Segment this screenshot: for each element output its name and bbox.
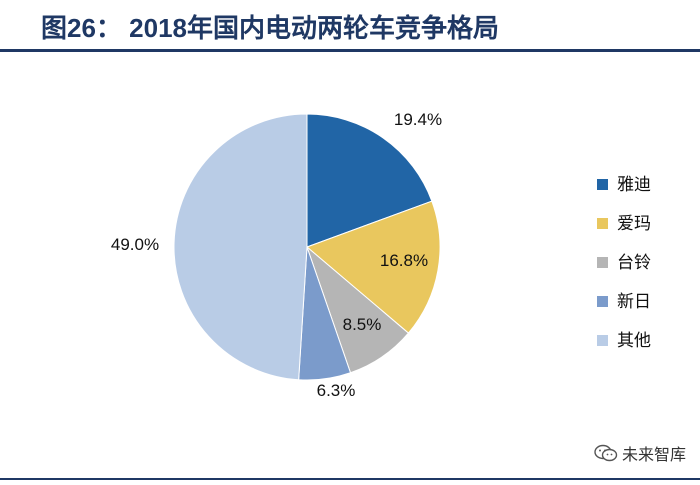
bottom-divider bbox=[0, 478, 700, 480]
legend-swatch-2 bbox=[597, 218, 608, 229]
legend-label-1: 雅迪 bbox=[617, 175, 651, 195]
data-label-1: 19.4% bbox=[394, 110, 442, 129]
data-label-3: 8.5% bbox=[343, 315, 382, 334]
pie-labels: 19.4% 16.8% 8.5% 6.3% 49.0% bbox=[111, 110, 442, 400]
pie-slice-2 bbox=[306, 200, 441, 334]
legend-swatch-4 bbox=[597, 296, 608, 307]
pie-slice-5 bbox=[173, 113, 308, 381]
pie-slices bbox=[173, 113, 441, 381]
legend-label-5: 其他 bbox=[617, 331, 651, 351]
legend-swatch-3 bbox=[597, 257, 608, 268]
legend-label-3: 台铃 bbox=[617, 253, 651, 273]
title-bar: 图26： 2018年国内电动两轮车竞争格局 bbox=[0, 0, 700, 52]
watermark-text: 未来智库 bbox=[621, 447, 686, 464]
pie-slice-1 bbox=[306, 113, 433, 248]
legend-label-4: 新日 bbox=[617, 292, 651, 312]
data-label-5: 49.0% bbox=[111, 235, 159, 254]
watermark: 未来智库 bbox=[594, 441, 686, 465]
legend-swatch-1 bbox=[597, 179, 608, 190]
legend-swatch-5 bbox=[597, 335, 608, 346]
data-label-2: 16.8% bbox=[380, 251, 428, 270]
data-label-4: 6.3% bbox=[317, 381, 356, 400]
legend-label-2: 爱玛 bbox=[617, 214, 651, 234]
wechat-icon bbox=[594, 444, 618, 462]
page-title: 图26： 2018年国内电动两轮车竞争格局 bbox=[41, 13, 499, 43]
